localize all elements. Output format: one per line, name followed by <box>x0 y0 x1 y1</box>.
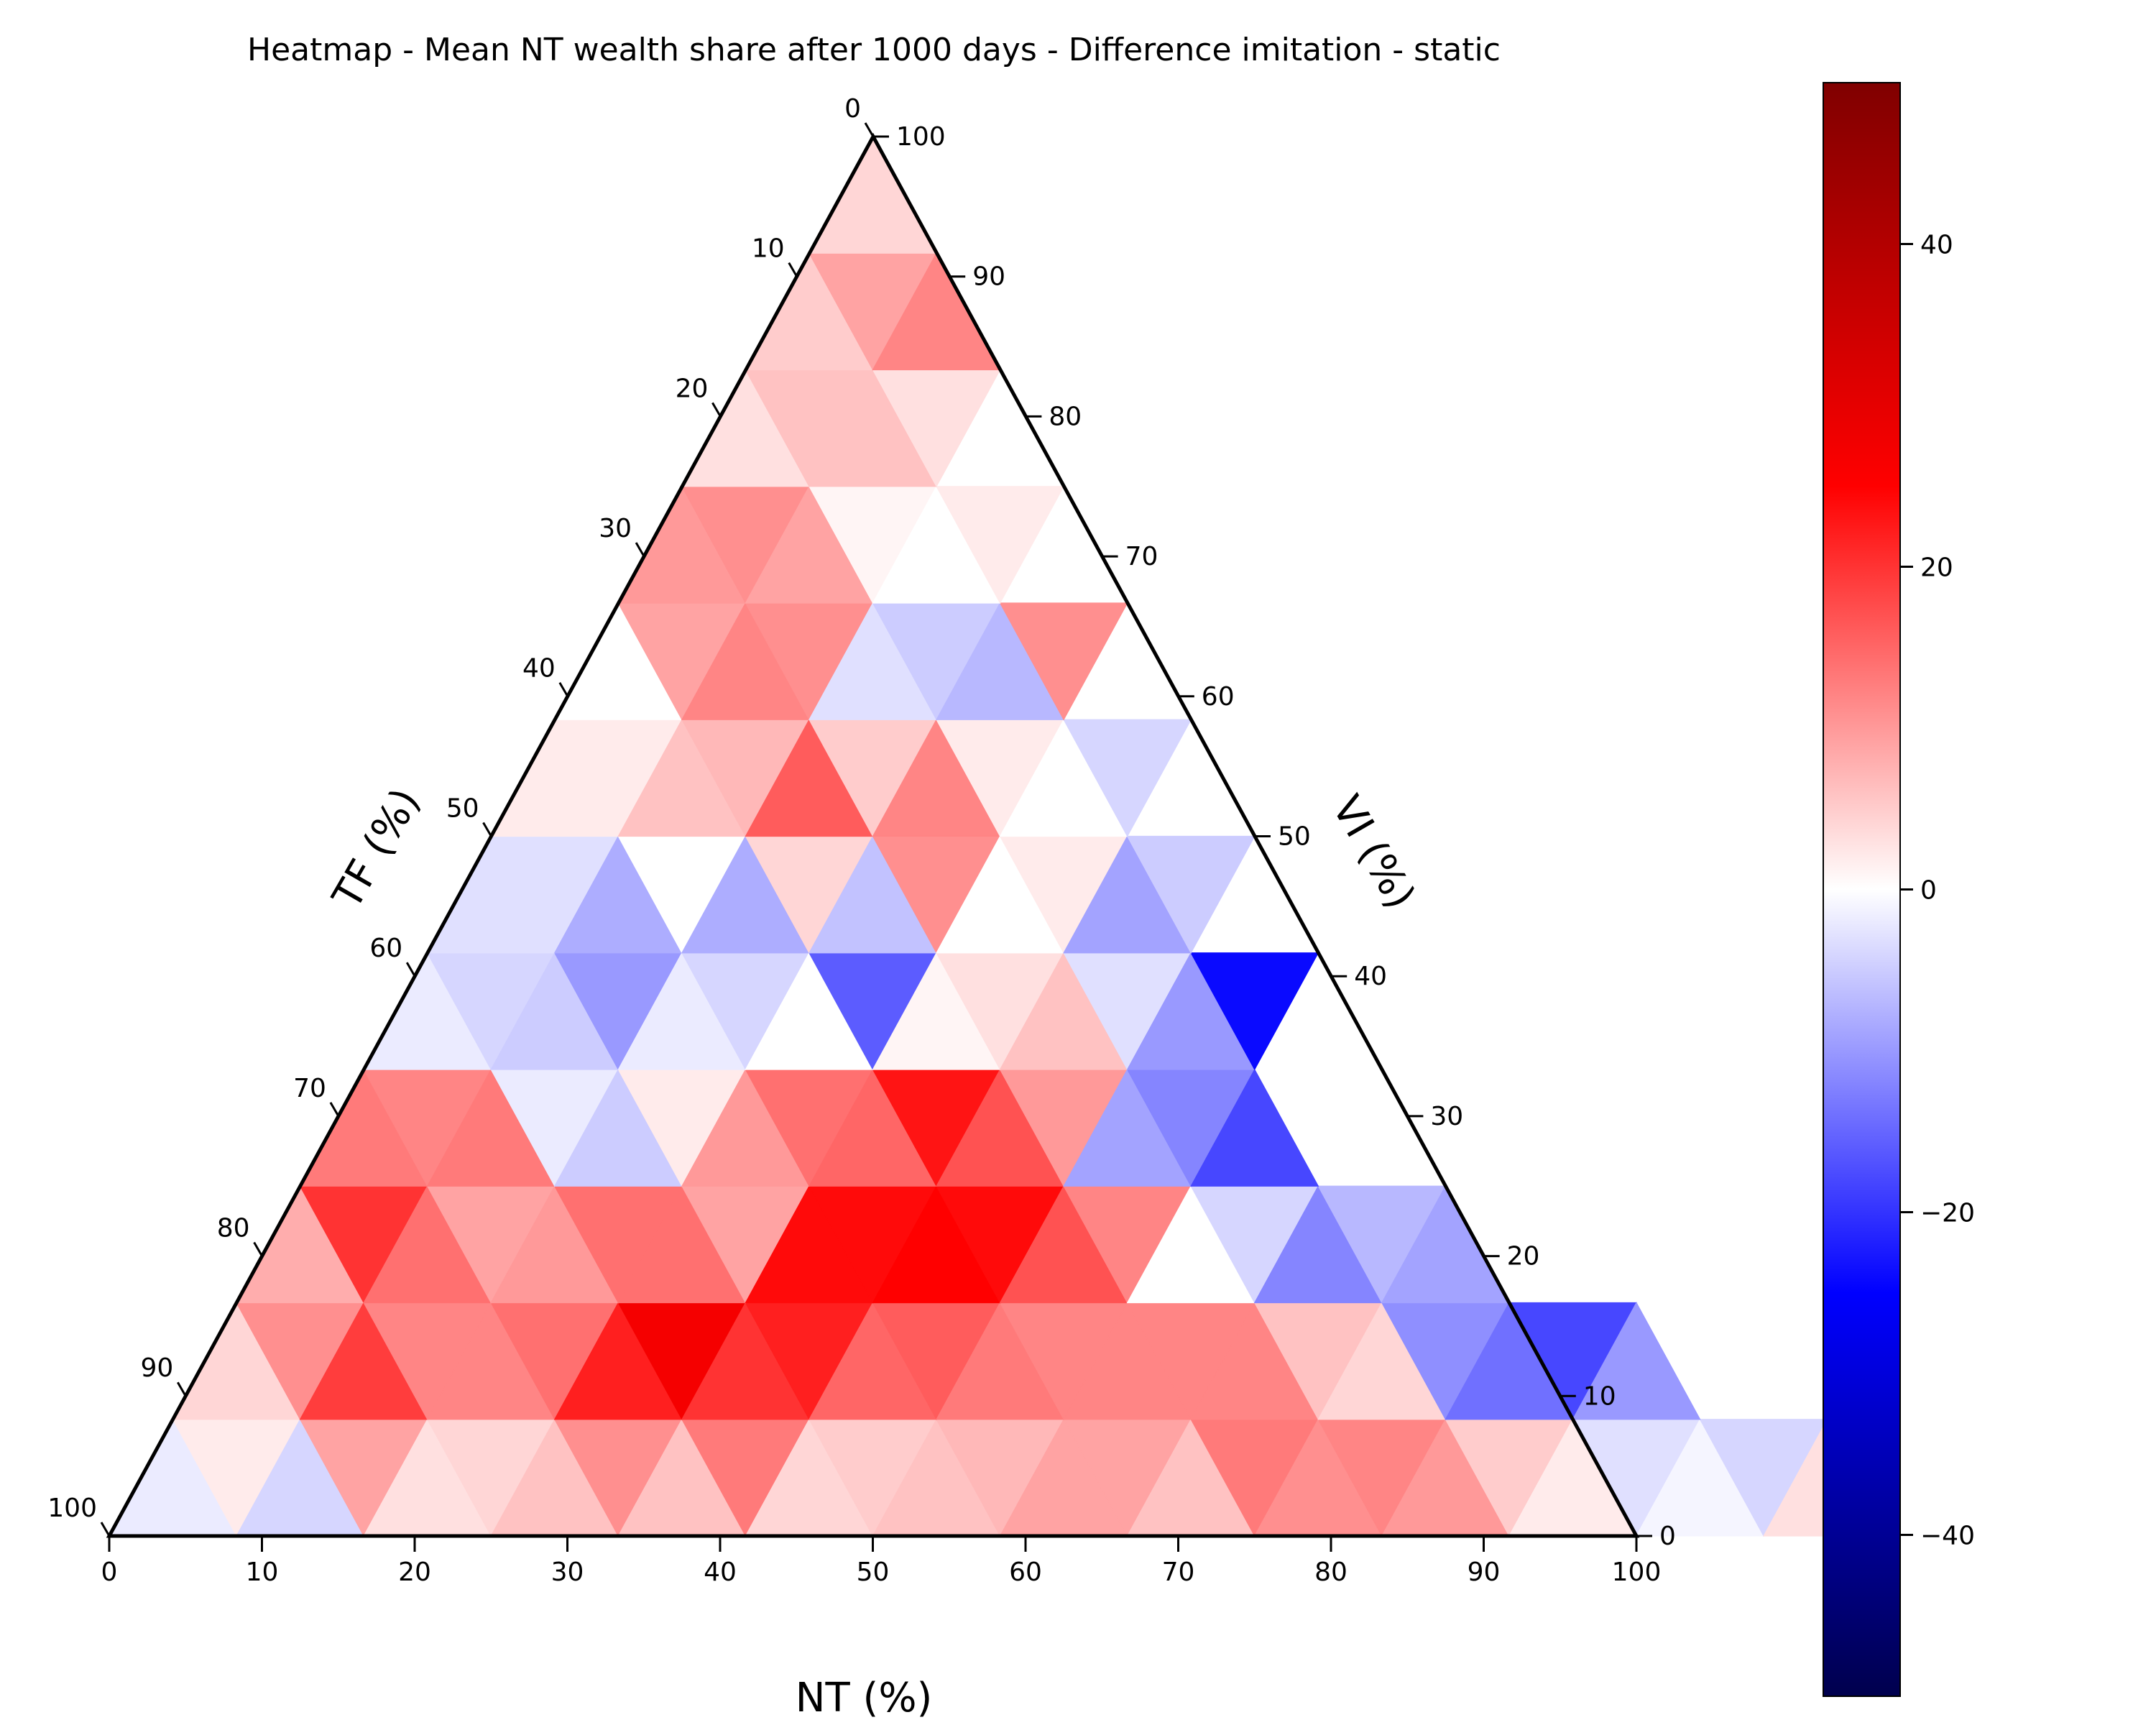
heatmap-cell <box>936 486 1065 604</box>
bottom-axis-tick-label: 90 <box>1468 1558 1501 1587</box>
right-axis-tick-label: 70 <box>1125 542 1158 571</box>
left-axis-tick-label: 10 <box>752 234 785 264</box>
vi-axis-label: VI (%) <box>1322 788 1424 916</box>
left-axis-tick <box>788 262 798 277</box>
colorbar-tick-label: 40 <box>1920 231 1953 260</box>
left-axis-tick <box>329 1102 340 1117</box>
colorbar-tick-label: −40 <box>1920 1522 1975 1551</box>
left-axis-tick-label: 20 <box>676 374 709 403</box>
right-axis-tick-label: 80 <box>1049 402 1082 431</box>
bottom-axis-tick-label: 70 <box>1162 1558 1195 1587</box>
right-axis-tick-label: 100 <box>896 122 946 152</box>
bottom-axis-tick-label: 80 <box>1314 1558 1348 1587</box>
colorbar-gradient <box>1823 82 1901 1697</box>
colorbar-tick-label: 20 <box>1920 553 1953 583</box>
bottom-axis-tick-label: 20 <box>398 1558 431 1587</box>
right-axis-tick-label: 10 <box>1583 1381 1616 1411</box>
left-axis-tick <box>864 122 875 137</box>
bottom-axis-tick-label: 30 <box>551 1558 584 1587</box>
bottom-axis-tick-label: 60 <box>1009 1558 1042 1587</box>
left-axis-tick <box>253 1241 263 1257</box>
tf-axis-label: TF (%) <box>323 781 429 917</box>
nt-axis-label: NT (%) <box>796 1675 933 1721</box>
right-axis-tick-label: 30 <box>1430 1102 1463 1131</box>
colorbar-ticks: 40 20 0 −20 −40 <box>1900 231 1975 1551</box>
heatmap-cell <box>999 602 1128 721</box>
bottom-axis-tick-label: 50 <box>857 1558 890 1587</box>
colorbar-tick-label: 0 <box>1920 876 1937 906</box>
bottom-axis-tick-label: 40 <box>704 1558 737 1587</box>
left-axis-tick-label: 30 <box>599 514 632 543</box>
bottom-axis-tick-label: 0 <box>101 1558 118 1587</box>
left-axis-tick <box>558 681 569 697</box>
heatmap-cell <box>1190 952 1319 1071</box>
bottom-axis-tick-label: 100 <box>1612 1558 1662 1587</box>
right-axis-tick-label: 50 <box>1278 822 1311 852</box>
right-axis-tick-label: 20 <box>1507 1242 1540 1271</box>
right-axis-tick-label: 90 <box>972 262 1005 292</box>
left-axis-tick-label: 70 <box>293 1074 326 1103</box>
left-axis-tick <box>177 1381 187 1397</box>
colorbar: 40 20 0 −20 −40 <box>1823 82 1975 1697</box>
left-axis-tick <box>405 962 416 977</box>
left-axis-tick-label: 50 <box>446 794 479 823</box>
left-axis-tick <box>482 822 492 837</box>
heatmap-cell <box>1126 835 1256 954</box>
heatmap-cell <box>808 135 938 254</box>
right-axis-tick-label: 40 <box>1354 962 1387 991</box>
heatmap-cell <box>1190 1068 1319 1187</box>
left-axis-tick <box>100 1522 111 1537</box>
colorbar-tick-label: −20 <box>1920 1199 1975 1228</box>
left-axis-tick <box>635 542 645 557</box>
heatmap-cell <box>1063 719 1192 837</box>
chart-title: Heatmap - Mean NT wealth share after 100… <box>247 32 1501 68</box>
heatmap-cell <box>1572 1302 1701 1420</box>
heatmap-cells <box>108 135 1892 1537</box>
left-axis-tick-label: 90 <box>140 1353 173 1383</box>
left-axis-tick-label: 100 <box>47 1494 97 1523</box>
left-axis-tick-label: 80 <box>217 1214 250 1243</box>
bottom-axis-tick-label: 10 <box>246 1558 279 1587</box>
left-axis-tick-label: 40 <box>522 654 556 684</box>
left-axis-tick <box>711 402 722 418</box>
right-axis-tick-label: 0 <box>1659 1522 1676 1551</box>
right-axis-tick-label: 60 <box>1202 682 1235 712</box>
axis-ticks: 0 10 20 30 40 50 60 70 80 90 100010203040506070809… <box>47 94 1676 1587</box>
left-axis-tick-label: 60 <box>369 934 402 963</box>
left-axis-tick-label: 0 <box>844 94 861 124</box>
